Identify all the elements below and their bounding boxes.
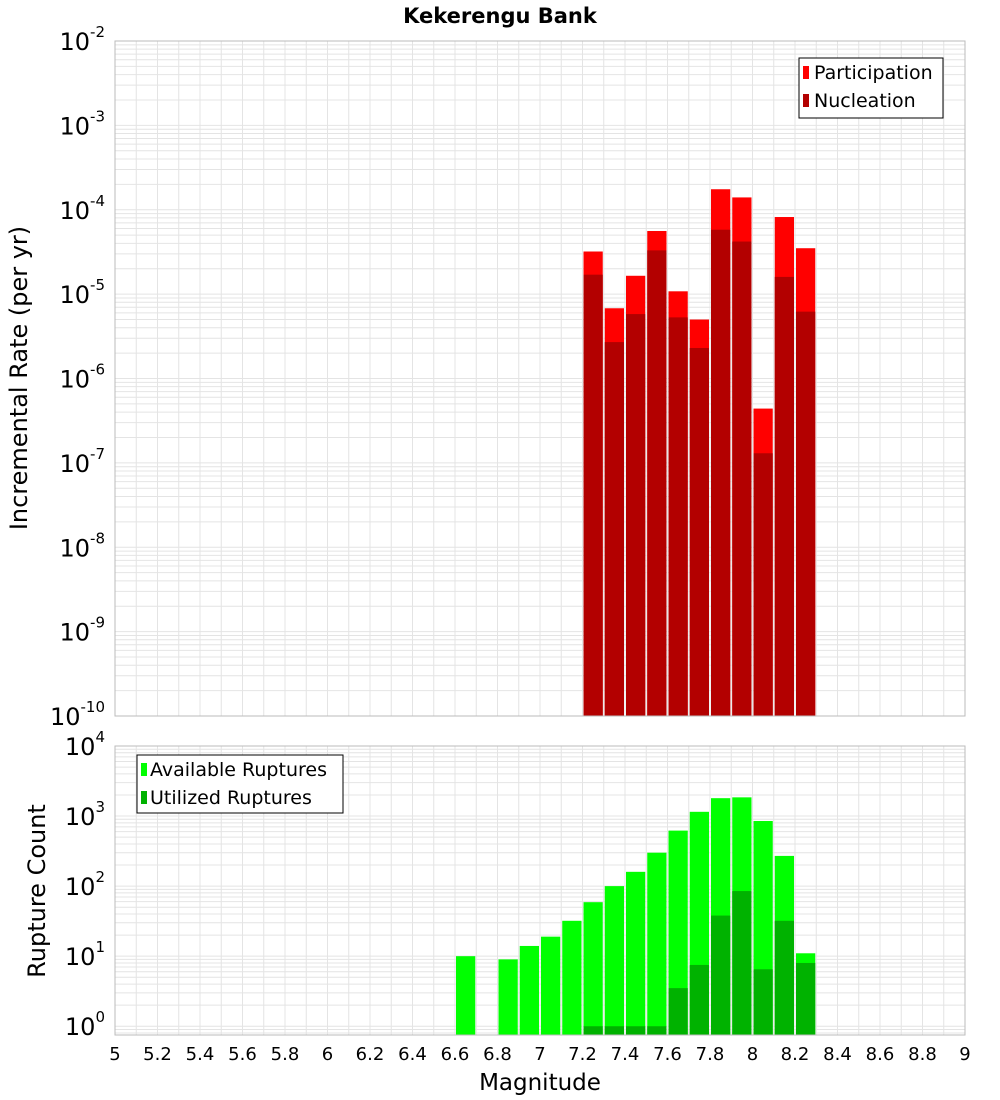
bottom-y-tick-labels: 100 101 102 103 104 xyxy=(65,728,105,1041)
bottom-bar-available-ruptures xyxy=(668,830,688,1035)
bottom-bar-available-ruptures xyxy=(604,886,624,1035)
legend-label-available: Available Ruptures xyxy=(150,759,327,781)
top-panel: 10-10 10-9 10-8 10-7 10-6 10-5 10-4 10-3 10-2 In… xyxy=(5,23,966,731)
top-y-tick: 10-7 xyxy=(59,445,105,478)
x-tick: 5.4 xyxy=(186,1044,215,1065)
top-bar-nucleation xyxy=(668,317,688,716)
bottom-y-tick: 102 xyxy=(65,868,105,901)
x-tick: 5.2 xyxy=(143,1044,172,1065)
top-plot-frame xyxy=(114,40,966,717)
x-tick: 7.8 xyxy=(696,1044,725,1065)
top-grid xyxy=(114,41,966,717)
top-legend: Participation Nucleation xyxy=(798,57,944,119)
bottom-grid xyxy=(114,746,966,1035)
x-tick: 5 xyxy=(109,1044,120,1065)
legend-label-participation: Participation xyxy=(814,62,933,84)
bottom-bar-utilized-ruptures xyxy=(626,1026,646,1035)
top-bar-nucleation xyxy=(753,453,773,716)
legend-label-utilized: Utilized Ruptures xyxy=(150,787,312,809)
bottom-y-tick: 100 xyxy=(65,1008,105,1041)
x-tick: 6.4 xyxy=(398,1044,427,1065)
legend-swatch-utilized xyxy=(141,791,147,804)
x-tick: 6.8 xyxy=(483,1044,512,1065)
x-tick: 6.2 xyxy=(356,1044,385,1065)
top-bar-nucleation xyxy=(604,342,624,716)
x-tick: 7.6 xyxy=(653,1044,682,1065)
x-tick: 8.6 xyxy=(866,1044,895,1065)
x-tick: 7.4 xyxy=(611,1044,640,1065)
top-y-tick: 10-6 xyxy=(59,361,105,394)
top-y-axis-label: Incremental Rate (per yr) xyxy=(5,226,33,530)
bottom-bar-available-ruptures xyxy=(519,945,539,1035)
bottom-bar-available-ruptures xyxy=(456,956,476,1035)
top-y-tick: 10-10 xyxy=(50,698,105,731)
legend-label-nucleation: Nucleation xyxy=(814,90,916,112)
top-bar-nucleation xyxy=(647,250,667,717)
x-tick: 6 xyxy=(322,1044,333,1065)
bottom-bar-available-ruptures xyxy=(498,959,518,1035)
top-y-tick: 10-4 xyxy=(59,192,105,225)
bottom-bar-available-ruptures xyxy=(647,852,667,1035)
bottom-bar-utilized-ruptures xyxy=(647,1026,667,1035)
chart-title: Kekerengu Bank xyxy=(403,4,598,28)
top-y-tick: 10-9 xyxy=(59,614,105,647)
bottom-plot-frame xyxy=(114,745,966,1036)
bottom-y-axis-label: Rupture Count xyxy=(23,804,51,978)
legend-swatch-participation xyxy=(803,66,809,79)
top-bar-nucleation xyxy=(626,314,646,716)
x-axis-label: Magnitude xyxy=(479,1070,601,1096)
bottom-bars xyxy=(456,797,816,1035)
x-tick: 8.2 xyxy=(781,1044,810,1065)
bottom-bar-available-ruptures xyxy=(562,920,582,1035)
top-bar-nucleation xyxy=(774,276,794,716)
top-y-tick: 10-2 xyxy=(59,23,105,56)
bottom-bar-utilized-ruptures xyxy=(732,891,752,1035)
x-tick: 5.6 xyxy=(228,1044,257,1065)
bottom-bar-available-ruptures xyxy=(541,936,561,1035)
x-tick: 5.8 xyxy=(271,1044,300,1065)
bottom-legend-box xyxy=(136,754,344,814)
top-y-tick-labels: 10-10 10-9 10-8 10-7 10-6 10-5 10-4 10-3 10-2 xyxy=(50,23,105,731)
top-legend-box xyxy=(798,57,944,119)
bottom-bar-available-ruptures xyxy=(583,902,603,1035)
top-bar-nucleation xyxy=(711,229,731,717)
top-bars xyxy=(583,189,816,717)
bottom-panel: 100 101 102 103 104 Rupture Count Available … xyxy=(23,728,966,1041)
x-tick: 8.8 xyxy=(908,1044,937,1065)
bottom-bar-utilized-ruptures xyxy=(774,920,794,1035)
x-tick: 9 xyxy=(959,1044,970,1065)
top-bar-nucleation xyxy=(796,311,816,716)
x-tick: 7.2 xyxy=(568,1044,597,1065)
bottom-y-tick: 104 xyxy=(65,728,105,761)
bottom-bar-utilized-ruptures xyxy=(711,915,731,1035)
bottom-bar-utilized-ruptures xyxy=(689,964,709,1035)
bottom-bar-utilized-ruptures xyxy=(753,969,773,1035)
x-tick: 6.6 xyxy=(441,1044,470,1065)
bottom-bar-utilized-ruptures xyxy=(796,962,816,1035)
x-tick: 7 xyxy=(534,1044,545,1065)
top-bar-nucleation xyxy=(689,347,709,716)
x-tick: 8 xyxy=(747,1044,758,1065)
bottom-bar-utilized-ruptures xyxy=(604,1026,624,1035)
top-y-tick: 10-3 xyxy=(59,107,105,140)
top-bar-nucleation xyxy=(583,274,603,716)
bottom-y-tick: 101 xyxy=(65,938,105,971)
x-tick: 8.4 xyxy=(823,1044,852,1065)
legend-swatch-available xyxy=(141,763,147,776)
top-y-tick: 10-8 xyxy=(59,529,105,562)
bottom-bar-utilized-ruptures xyxy=(583,1026,603,1035)
x-tick-labels: 5 5.2 5.4 5.6 5.8 6 6.2 6.4 6.6 6.8 7 7.2 7.4 7.6 7.8 8… xyxy=(109,1044,970,1065)
bottom-legend: Available Ruptures Utilized Ruptures xyxy=(136,754,344,814)
bottom-bar-available-ruptures xyxy=(626,871,646,1035)
top-bar-nucleation xyxy=(732,241,752,717)
top-y-tick: 10-5 xyxy=(59,276,105,309)
bottom-bar-utilized-ruptures xyxy=(668,988,688,1035)
bottom-y-tick: 103 xyxy=(65,798,105,831)
legend-swatch-nucleation xyxy=(803,94,809,107)
